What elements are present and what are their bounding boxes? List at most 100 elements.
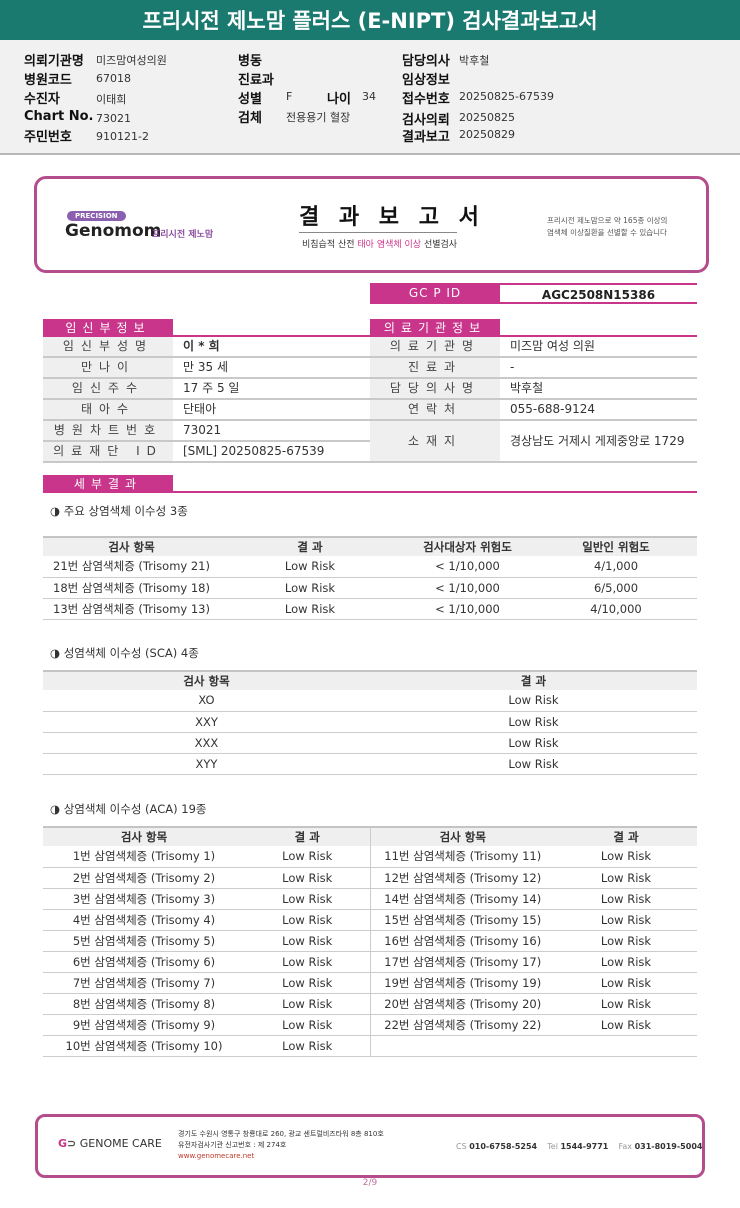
test-item-cell: 12번 삼염색체증 (Trisomy 12): [369, 867, 555, 889]
label: 임상정보: [402, 73, 450, 88]
info-row: 임신부성명 이 * 희: [43, 337, 370, 358]
label: Chart No.: [24, 109, 94, 124]
info-value: 055-688-9124: [510, 402, 596, 416]
cs-phone: 010-6758-5254: [469, 1142, 538, 1151]
table-row: 7번 삼염색체증 (Trisomy 7) Low Risk 19번 삼염색체증 (T…: [43, 972, 697, 994]
table-row: 3번 삼염색체증 (Trisomy 3) Low Risk 14번 삼염색체증 (T…: [43, 888, 697, 910]
label: 나이: [327, 92, 351, 107]
result-cell: Low Risk: [555, 972, 697, 994]
info-label: 임신부성명: [43, 337, 173, 356]
brand-sub: 프리시전 제노맘: [152, 230, 214, 240]
test-item-cell: 22번 삼염색체증 (Trisomy 22): [369, 1014, 555, 1036]
precision-badge: PRECISION: [67, 211, 126, 221]
table-row: 8번 삼염색체증 (Trisomy 8) Low Risk 20번 삼염색체증 (T…: [43, 993, 697, 1015]
detail-results-header: 세부결과: [43, 475, 173, 493]
specimen: 전용용기 혈장: [286, 111, 351, 124]
tel-phone: 1544-9771: [560, 1142, 609, 1151]
sca-table: 검사 항목 결 과 XO Low Risk XXY Low Risk XXX Low Risk…: [43, 670, 697, 775]
result-cell: Low Risk: [370, 690, 697, 712]
info-row: 태아수 단태아: [43, 400, 370, 421]
column-header: 결 과: [555, 826, 697, 846]
info-label: 태아수: [43, 400, 173, 419]
result-cell: Low Risk: [370, 711, 697, 733]
website-link[interactable]: www.genomecare.net: [178, 1152, 255, 1160]
report-date: 20250829: [459, 128, 515, 141]
label: 성별: [238, 92, 262, 107]
info-row: 의료재단 ID [SML] 20250825-67539: [43, 442, 370, 463]
test-item-cell: 4번 삼염색체증 (Trisomy 4): [43, 909, 245, 931]
test-item-cell: 8번 삼염색체증 (Trisomy 8): [43, 993, 245, 1015]
result-cell: Low Risk: [245, 1035, 370, 1057]
result-cell: Low Risk: [555, 867, 697, 889]
info-label: 진료과: [370, 358, 500, 377]
label: 결과보고: [402, 130, 450, 145]
text: 경기도 수원시 영통구 창룡대로 260, 광교 센트럴비즈타워 8층 810호: [178, 1130, 384, 1138]
label: 의뢰기관명: [24, 54, 84, 69]
hospital-code: 67018: [96, 72, 131, 85]
table-row: 5번 삼염색체증 (Trisomy 5) Low Risk 16번 삼염색체증 (T…: [43, 930, 697, 952]
test-item-cell: 1번 삼염색체증 (Trisomy 1): [43, 846, 245, 868]
banner-note: 프리시전 제노맘으로 약 165종 이상의 염색체 이상질환을 선별할 수 있습니…: [547, 215, 667, 239]
page-number: 2/9: [362, 1178, 378, 1188]
test-item-cell: < 1/10,000: [400, 556, 535, 578]
result-cell: Low Risk: [555, 930, 697, 952]
table-row: XXY Low Risk: [43, 711, 697, 733]
text: 염색체 이상질환을 선별할 수 있습니다: [547, 228, 667, 237]
test-item-cell: 17번 삼염색체증 (Trisomy 17): [369, 951, 555, 973]
result-cell: Low Risk: [245, 846, 370, 868]
text: 비침습적 산전: [302, 240, 358, 250]
test-item-cell: XXX: [43, 732, 370, 754]
logo-text: GENOME CARE: [79, 1137, 162, 1150]
column-header: 결 과: [370, 670, 697, 690]
info-row: 소재지 경상남도 거제시 게제중앙로 1729: [370, 421, 697, 463]
test-item-cell: XYY: [43, 753, 370, 775]
info-row: 만나이 만 35 세: [43, 358, 370, 379]
info-value: [SML] 20250825-67539: [183, 444, 325, 458]
result-cell: Low Risk: [370, 753, 697, 775]
result-cell: 4/1,000: [535, 556, 697, 578]
text: 유전자검사기관 신고번호 : 제 274호: [178, 1141, 287, 1149]
test-item-cell: 13번 삼염색체증 (Trisomy 13): [43, 598, 220, 620]
result-cell: Low Risk: [220, 577, 400, 599]
receipt-no: 20250825-67539: [459, 90, 554, 103]
label: CS: [456, 1142, 467, 1151]
chart-no: 73021: [96, 112, 131, 125]
table-header-row: 검사 항목 결 과 검사 항목 결 과: [43, 826, 697, 846]
rrn: 910121-2: [96, 130, 149, 143]
test-item-cell: 16번 삼염색체증 (Trisomy 16): [369, 930, 555, 952]
result-cell: Low Risk: [245, 993, 370, 1015]
footer-contacts: CS 010-6758-5254 Tel 1544-9771 Fax 031-8…: [456, 1142, 702, 1151]
major-trisomy-table: 검사 항목 결 과 검사대상자 위험도 일반인 위험도 21번 삼염색체증 (Triso…: [43, 536, 697, 620]
test-item-cell: 5번 삼염색체증 (Trisomy 5): [43, 930, 245, 952]
label: 담당의사: [402, 54, 450, 69]
info-label: 담당의사명: [370, 379, 500, 398]
test-item-cell: 2번 삼염색체증 (Trisomy 2): [43, 867, 245, 889]
result-cell: Low Risk: [245, 930, 370, 952]
test-item-cell: < 1/10,000: [400, 577, 535, 599]
info-label: 의료기관명: [370, 337, 500, 356]
label: 병원코드: [24, 73, 72, 88]
column-header: 검사 항목: [43, 536, 220, 556]
test-item-cell: 10번 삼염색체증 (Trisomy 10): [43, 1035, 245, 1057]
medical-info-header: 의료기관정보: [370, 319, 500, 337]
info-label: 연락처: [370, 400, 500, 419]
banner-title: 결 과 보 고 서: [299, 205, 485, 230]
major-section-title: ◑ 주요 상염색체 이수성 3종: [50, 504, 188, 518]
patient: 이태희: [96, 93, 127, 106]
table-header-row: 검사 항목 결 과 검사대상자 위험도 일반인 위험도: [43, 536, 697, 556]
test-item-cell: 15번 삼염색체증 (Trisomy 15): [369, 909, 555, 931]
patient-header: 의뢰기관명 미즈맘여성의원 병원코드 67018 수진자 이태희 Chart N…: [0, 40, 740, 155]
table-row: 4번 삼염색체증 (Trisomy 4) Low Risk 15번 삼염색체증 (T…: [43, 909, 697, 931]
genome-care-logo: G⊃ GENOME CARE: [58, 1137, 162, 1150]
sca-section-title: ◑ 성염색체 이수성 (SCA) 4종: [50, 646, 199, 660]
result-cell: Low Risk: [555, 951, 697, 973]
table-row: 18번 삼염색체증 (Trisomy 18) Low Risk < 1/10,000…: [43, 577, 697, 599]
test-item-cell: 20번 삼염색체증 (Trisomy 20): [369, 993, 555, 1015]
footer-box: G⊃ GENOME CARE 경기도 수원시 영통구 창룡대로 260, 광교 …: [35, 1114, 705, 1178]
doctor: 박후철: [459, 54, 490, 67]
column-header: 검사대상자 위험도: [400, 536, 535, 556]
table-row: 1번 삼염색체증 (Trisomy 1) Low Risk 11번 삼염색체증 (T…: [43, 846, 697, 868]
column-header: 결 과: [220, 536, 400, 556]
test-item-cell: 21번 삼염색체증 (Trisomy 21): [43, 556, 220, 578]
result-cell: Low Risk: [555, 1014, 697, 1036]
